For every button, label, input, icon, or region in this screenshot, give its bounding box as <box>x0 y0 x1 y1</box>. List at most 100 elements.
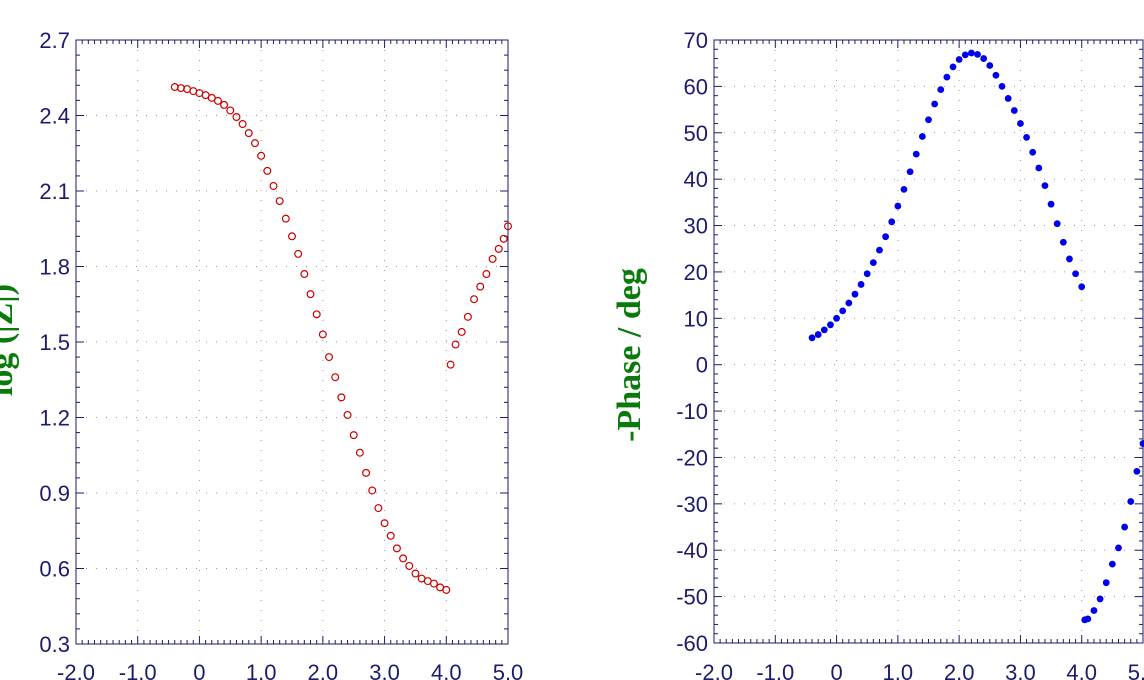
data-point <box>1121 523 1129 531</box>
x-tick-label: -1.0 <box>756 660 794 680</box>
data-point <box>931 100 939 108</box>
x-tick-label: 3.0 <box>369 660 400 680</box>
data-point <box>1102 579 1110 587</box>
data-point <box>312 310 321 319</box>
x-tick-label: -2.0 <box>57 660 95 680</box>
data-point <box>337 393 346 402</box>
data-point <box>900 185 908 193</box>
data-point <box>1133 467 1141 475</box>
data-point <box>925 116 932 124</box>
data-point <box>368 486 377 495</box>
data-point <box>1096 595 1104 603</box>
y-tick-label: 2.7 <box>39 28 70 53</box>
data-point <box>937 86 945 94</box>
y-tick-label: 0.9 <box>39 481 70 506</box>
x-tick-label: 1.0 <box>246 660 277 680</box>
data-point <box>213 96 222 105</box>
y-axis-label: log (|Z|) <box>0 284 20 396</box>
y-tick-label: -40 <box>676 538 708 563</box>
data-point <box>476 282 485 291</box>
data-point <box>1004 95 1012 102</box>
data-point <box>998 82 1006 90</box>
data-point <box>949 63 957 71</box>
plot-frame <box>713 39 1144 644</box>
data-point <box>1108 560 1116 568</box>
data-point <box>226 106 235 115</box>
data-point <box>876 246 883 254</box>
data-point <box>827 321 834 329</box>
y-tick-label: -30 <box>676 492 708 517</box>
data-point <box>380 519 389 528</box>
data-point <box>839 307 847 315</box>
x-tick-label: 4.0 <box>1066 660 1097 680</box>
data-point <box>943 73 951 81</box>
y-axis-label: -Phase / deg <box>611 268 648 442</box>
data-point <box>494 244 503 253</box>
y-tick-label: 0.6 <box>39 557 70 582</box>
data-point <box>504 222 513 231</box>
data-point <box>1023 134 1030 141</box>
data-point <box>974 50 981 58</box>
x-tick-label: -1.0 <box>119 660 157 680</box>
data-point <box>851 290 859 298</box>
data-point <box>238 120 247 129</box>
y-tick-label: 20 <box>684 260 708 285</box>
data-point <box>331 373 340 382</box>
data-point <box>451 340 460 349</box>
data-point <box>275 197 284 206</box>
data-point <box>1017 120 1024 127</box>
data-point <box>1084 615 1092 623</box>
data-point <box>1035 164 1043 172</box>
data-point <box>1127 498 1135 505</box>
data-point <box>446 360 455 369</box>
data-point <box>1139 440 1144 447</box>
y-tick-label: 70 <box>684 28 708 53</box>
data-point <box>980 55 988 62</box>
data-point <box>888 218 896 226</box>
x-tick-label: 4.0 <box>431 660 462 680</box>
data-point <box>955 56 963 63</box>
data-point <box>882 233 889 241</box>
data-point <box>814 331 822 338</box>
data-point <box>220 100 229 109</box>
y-tick-label: -20 <box>676 445 708 470</box>
data-point <box>374 504 383 513</box>
x-tick-label: 0 <box>193 660 205 680</box>
plot-frame <box>75 39 509 645</box>
x-tick-label: 2.0 <box>944 660 975 680</box>
y-tick-label: 50 <box>684 121 708 146</box>
x-tick-label: 3.0 <box>1005 660 1036 680</box>
y-tick-label: 1.8 <box>39 255 70 280</box>
data-point <box>306 290 315 299</box>
data-point <box>1072 270 1079 278</box>
y-tick-label: 40 <box>684 167 708 192</box>
data-point <box>281 214 290 223</box>
y-tick-label: 1.5 <box>39 330 70 355</box>
data-point <box>362 468 371 477</box>
data-point <box>845 299 853 307</box>
data-point <box>863 270 871 278</box>
x-tick-label: 2.0 <box>308 660 339 680</box>
data-point <box>207 93 216 102</box>
data-point <box>833 314 840 322</box>
data-point <box>405 561 414 570</box>
y-tick-label: 10 <box>684 306 708 331</box>
y-tick-label: -60 <box>676 631 708 656</box>
data-point <box>294 249 303 258</box>
data-point <box>1041 182 1049 190</box>
data-point <box>250 139 259 148</box>
data-point <box>232 113 241 122</box>
y-tick-label: 0 <box>696 353 708 378</box>
data-point <box>986 62 994 69</box>
data-point <box>1115 544 1122 552</box>
data-point <box>820 326 828 334</box>
x-tick-label: 0 <box>830 660 842 680</box>
data-point <box>411 569 420 578</box>
data-point <box>318 330 327 339</box>
data-point <box>269 181 278 190</box>
data-point <box>894 202 902 210</box>
data-point <box>1010 107 1018 114</box>
data-point <box>470 295 479 304</box>
y-tick-label: 2.4 <box>39 104 70 129</box>
